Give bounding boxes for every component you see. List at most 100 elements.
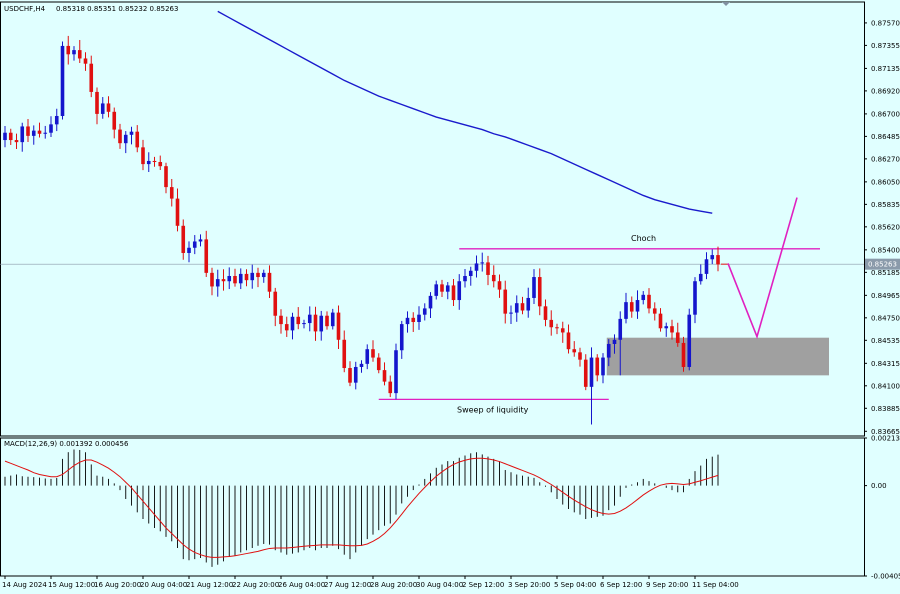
candle[interactable] <box>647 288 651 314</box>
macd-pane[interactable]: 0.002137 0.00 -0.004057 <box>0 435 900 581</box>
candle[interactable] <box>716 246 720 272</box>
candle[interactable] <box>273 287 278 327</box>
candle[interactable] <box>95 87 99 125</box>
candle[interactable] <box>336 305 341 350</box>
candle[interactable] <box>118 123 122 149</box>
candle[interactable] <box>279 309 283 334</box>
candle[interactable] <box>330 308 335 330</box>
candle[interactable] <box>89 55 94 98</box>
candle[interactable] <box>256 267 260 288</box>
candle[interactable] <box>238 268 243 290</box>
candle[interactable] <box>261 269 266 283</box>
candle[interactable] <box>221 269 226 291</box>
candle[interactable] <box>486 255 490 286</box>
candle[interactable] <box>8 128 13 145</box>
candle[interactable] <box>192 235 197 255</box>
candle[interactable] <box>250 264 255 289</box>
candle[interactable] <box>267 265 272 299</box>
candle[interactable] <box>526 287 531 318</box>
candle[interactable] <box>629 296 634 318</box>
candle[interactable] <box>60 41 65 120</box>
candle[interactable] <box>359 360 364 373</box>
candle[interactable] <box>491 265 496 288</box>
candle[interactable] <box>503 280 508 324</box>
candle[interactable] <box>704 252 709 280</box>
candle[interactable] <box>353 361 358 390</box>
candle[interactable] <box>141 139 145 171</box>
candle[interactable] <box>399 320 404 359</box>
candle[interactable] <box>365 344 370 370</box>
candle[interactable] <box>710 249 715 265</box>
candle[interactable] <box>123 131 128 154</box>
candle[interactable] <box>112 107 117 139</box>
candle[interactable] <box>451 279 456 306</box>
candle[interactable] <box>307 306 312 332</box>
candle[interactable] <box>37 122 42 138</box>
price-pane[interactable]: 0.87570 0.87355 0.87135 0.86920 0.86700 0.864… <box>0 1 900 437</box>
candle[interactable] <box>675 322 680 347</box>
candle[interactable] <box>342 330 347 373</box>
candle[interactable] <box>382 362 387 386</box>
candle[interactable] <box>54 108 59 132</box>
candle[interactable] <box>664 322 669 337</box>
candle[interactable] <box>31 125 36 145</box>
candle[interactable] <box>572 341 577 357</box>
candle[interactable] <box>434 280 439 300</box>
candle[interactable] <box>589 347 594 425</box>
candle[interactable] <box>658 308 663 332</box>
candle[interactable] <box>422 303 427 321</box>
candle[interactable] <box>72 46 76 61</box>
candle[interactable] <box>497 274 502 298</box>
candle[interactable] <box>537 268 542 316</box>
candle[interactable] <box>376 353 381 374</box>
candle[interactable] <box>146 152 151 173</box>
candle[interactable] <box>210 267 214 296</box>
candle[interactable] <box>474 255 479 278</box>
candle[interactable] <box>440 279 444 298</box>
candle[interactable] <box>371 340 375 362</box>
candle[interactable] <box>290 312 295 340</box>
candle[interactable] <box>394 343 398 400</box>
candle[interactable] <box>405 311 410 333</box>
candle[interactable] <box>566 324 571 354</box>
candle[interactable] <box>198 234 203 247</box>
candle[interactable] <box>560 321 565 343</box>
candle[interactable] <box>555 323 559 335</box>
candle[interactable] <box>543 299 548 327</box>
candle[interactable] <box>129 126 134 145</box>
candle[interactable] <box>215 269 220 297</box>
candle[interactable] <box>43 125 48 139</box>
candle[interactable] <box>244 269 249 287</box>
candle[interactable] <box>681 336 686 372</box>
candle[interactable] <box>595 354 600 382</box>
candle[interactable] <box>14 133 19 149</box>
candle[interactable] <box>520 296 525 315</box>
candle[interactable] <box>509 305 513 325</box>
candle[interactable] <box>624 292 628 324</box>
candle[interactable] <box>204 230 209 277</box>
candle[interactable] <box>601 353 605 384</box>
candle[interactable] <box>227 267 232 290</box>
candle[interactable] <box>549 310 554 336</box>
candle[interactable] <box>388 375 393 398</box>
candle[interactable] <box>66 35 71 65</box>
candle[interactable] <box>457 274 462 310</box>
chart-shift-marker-icon[interactable] <box>722 2 730 6</box>
candle[interactable] <box>578 347 582 367</box>
candle[interactable] <box>26 118 30 143</box>
candle[interactable] <box>313 306 318 341</box>
candle[interactable] <box>583 354 588 391</box>
candle[interactable] <box>49 116 53 138</box>
candle[interactable] <box>428 292 433 319</box>
candle[interactable] <box>175 188 180 232</box>
candle[interactable] <box>158 155 163 170</box>
candle[interactable] <box>187 241 191 263</box>
candle[interactable] <box>606 339 611 367</box>
candle[interactable] <box>698 264 703 285</box>
candle[interactable] <box>302 319 306 329</box>
candle[interactable] <box>135 125 140 153</box>
candle[interactable] <box>532 269 536 304</box>
candle[interactable] <box>77 39 82 63</box>
candle[interactable] <box>152 156 157 167</box>
